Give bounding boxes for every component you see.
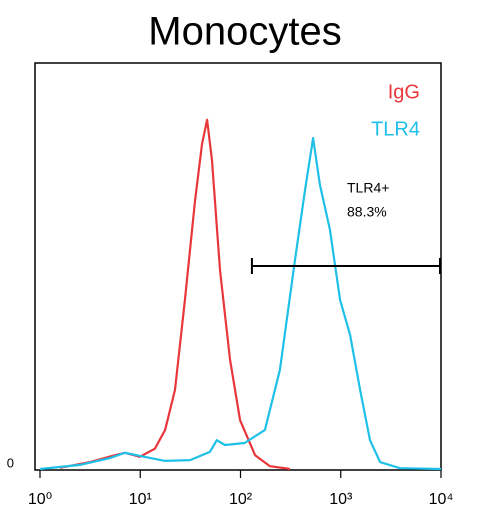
x-tick-label: 10¹ xyxy=(129,491,152,508)
x-tick-label: 10² xyxy=(229,491,253,508)
series-line xyxy=(39,137,442,471)
x-tick-label: 10³ xyxy=(329,491,353,508)
gate-value: 88.3% xyxy=(347,204,387,220)
series-line xyxy=(59,118,291,471)
chart-title: Monocytes xyxy=(148,10,341,54)
legend-entry: IgG xyxy=(388,81,420,103)
gate-name: TLR4+ xyxy=(347,180,389,196)
legend-entry: TLR4 xyxy=(371,118,420,140)
x-tick-label: 10⁰ xyxy=(28,491,52,508)
y-tick-label: 0 xyxy=(7,455,14,470)
x-tick-label: 10⁴ xyxy=(429,491,454,508)
